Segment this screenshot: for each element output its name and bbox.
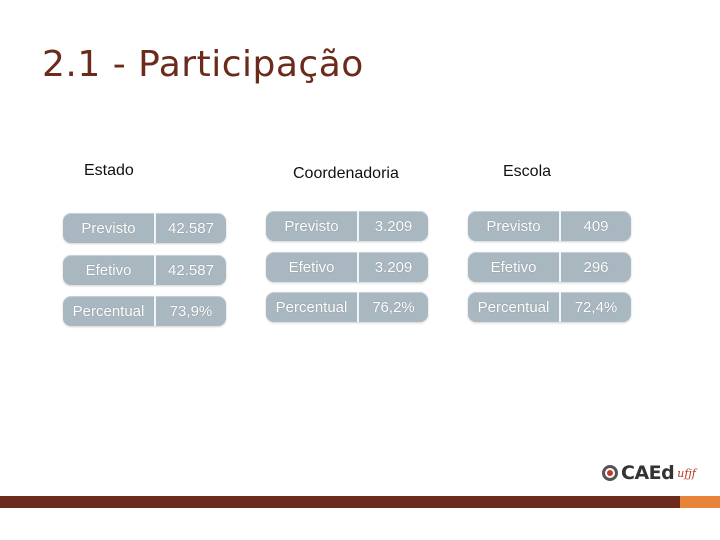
row-label: Previsto bbox=[81, 219, 136, 237]
row-value: 296 bbox=[583, 258, 609, 276]
logo-mark-text: ufjf bbox=[677, 466, 696, 480]
footer-accent-bar bbox=[680, 496, 720, 508]
row-label: Previsto bbox=[486, 217, 541, 235]
row-value: 42.587 bbox=[168, 219, 214, 237]
cell-divider bbox=[357, 252, 359, 282]
row-value: 42.587 bbox=[168, 261, 214, 279]
row-value: 3.209 bbox=[374, 217, 413, 235]
table-row: Percentual 72,4% bbox=[468, 292, 631, 322]
caed-logo-icon bbox=[602, 465, 618, 481]
row-label: Percentual bbox=[477, 298, 550, 316]
row-label: Efetivo bbox=[85, 261, 132, 279]
cell-divider bbox=[559, 211, 561, 241]
caed-logo: CAEd ufjf bbox=[602, 462, 696, 484]
cell-divider bbox=[357, 211, 359, 241]
cell-divider bbox=[357, 292, 359, 322]
logo-brand-text: CAEd bbox=[621, 462, 675, 484]
row-label: Efetivo bbox=[490, 258, 537, 276]
column-label-escola: Escola bbox=[503, 163, 552, 180]
table-row: Percentual 73,9% bbox=[63, 296, 226, 326]
cell-divider bbox=[559, 252, 561, 282]
row-label: Percentual bbox=[275, 298, 348, 316]
table-row: Percentual 76,2% bbox=[266, 292, 428, 322]
column-label-estado: Estado bbox=[84, 162, 134, 179]
table-row: Previsto 3.209 bbox=[266, 211, 428, 241]
cell-divider bbox=[154, 296, 156, 326]
row-value: 73,9% bbox=[169, 302, 213, 320]
row-value: 409 bbox=[583, 217, 609, 235]
row-value: 76,2% bbox=[372, 298, 415, 316]
cell-divider bbox=[559, 292, 561, 322]
table-row: Previsto 409 bbox=[468, 211, 631, 241]
row-value: 3.209 bbox=[374, 258, 413, 276]
table-row: Efetivo 42.587 bbox=[63, 255, 226, 285]
page-title: 2.1 - Participação bbox=[42, 44, 364, 85]
row-label: Previsto bbox=[284, 217, 339, 235]
table-row: Previsto 42.587 bbox=[63, 213, 226, 243]
cell-divider bbox=[154, 255, 156, 285]
table-row: Efetivo 296 bbox=[468, 252, 631, 282]
column-label-coordenadoria: Coordenadoria bbox=[293, 165, 399, 182]
table-row: Efetivo 3.209 bbox=[266, 252, 428, 282]
row-label: Percentual bbox=[72, 302, 145, 320]
cell-divider bbox=[154, 213, 156, 243]
footer-bar bbox=[0, 496, 680, 508]
row-label: Efetivo bbox=[288, 258, 335, 276]
row-value: 72,4% bbox=[574, 298, 618, 316]
